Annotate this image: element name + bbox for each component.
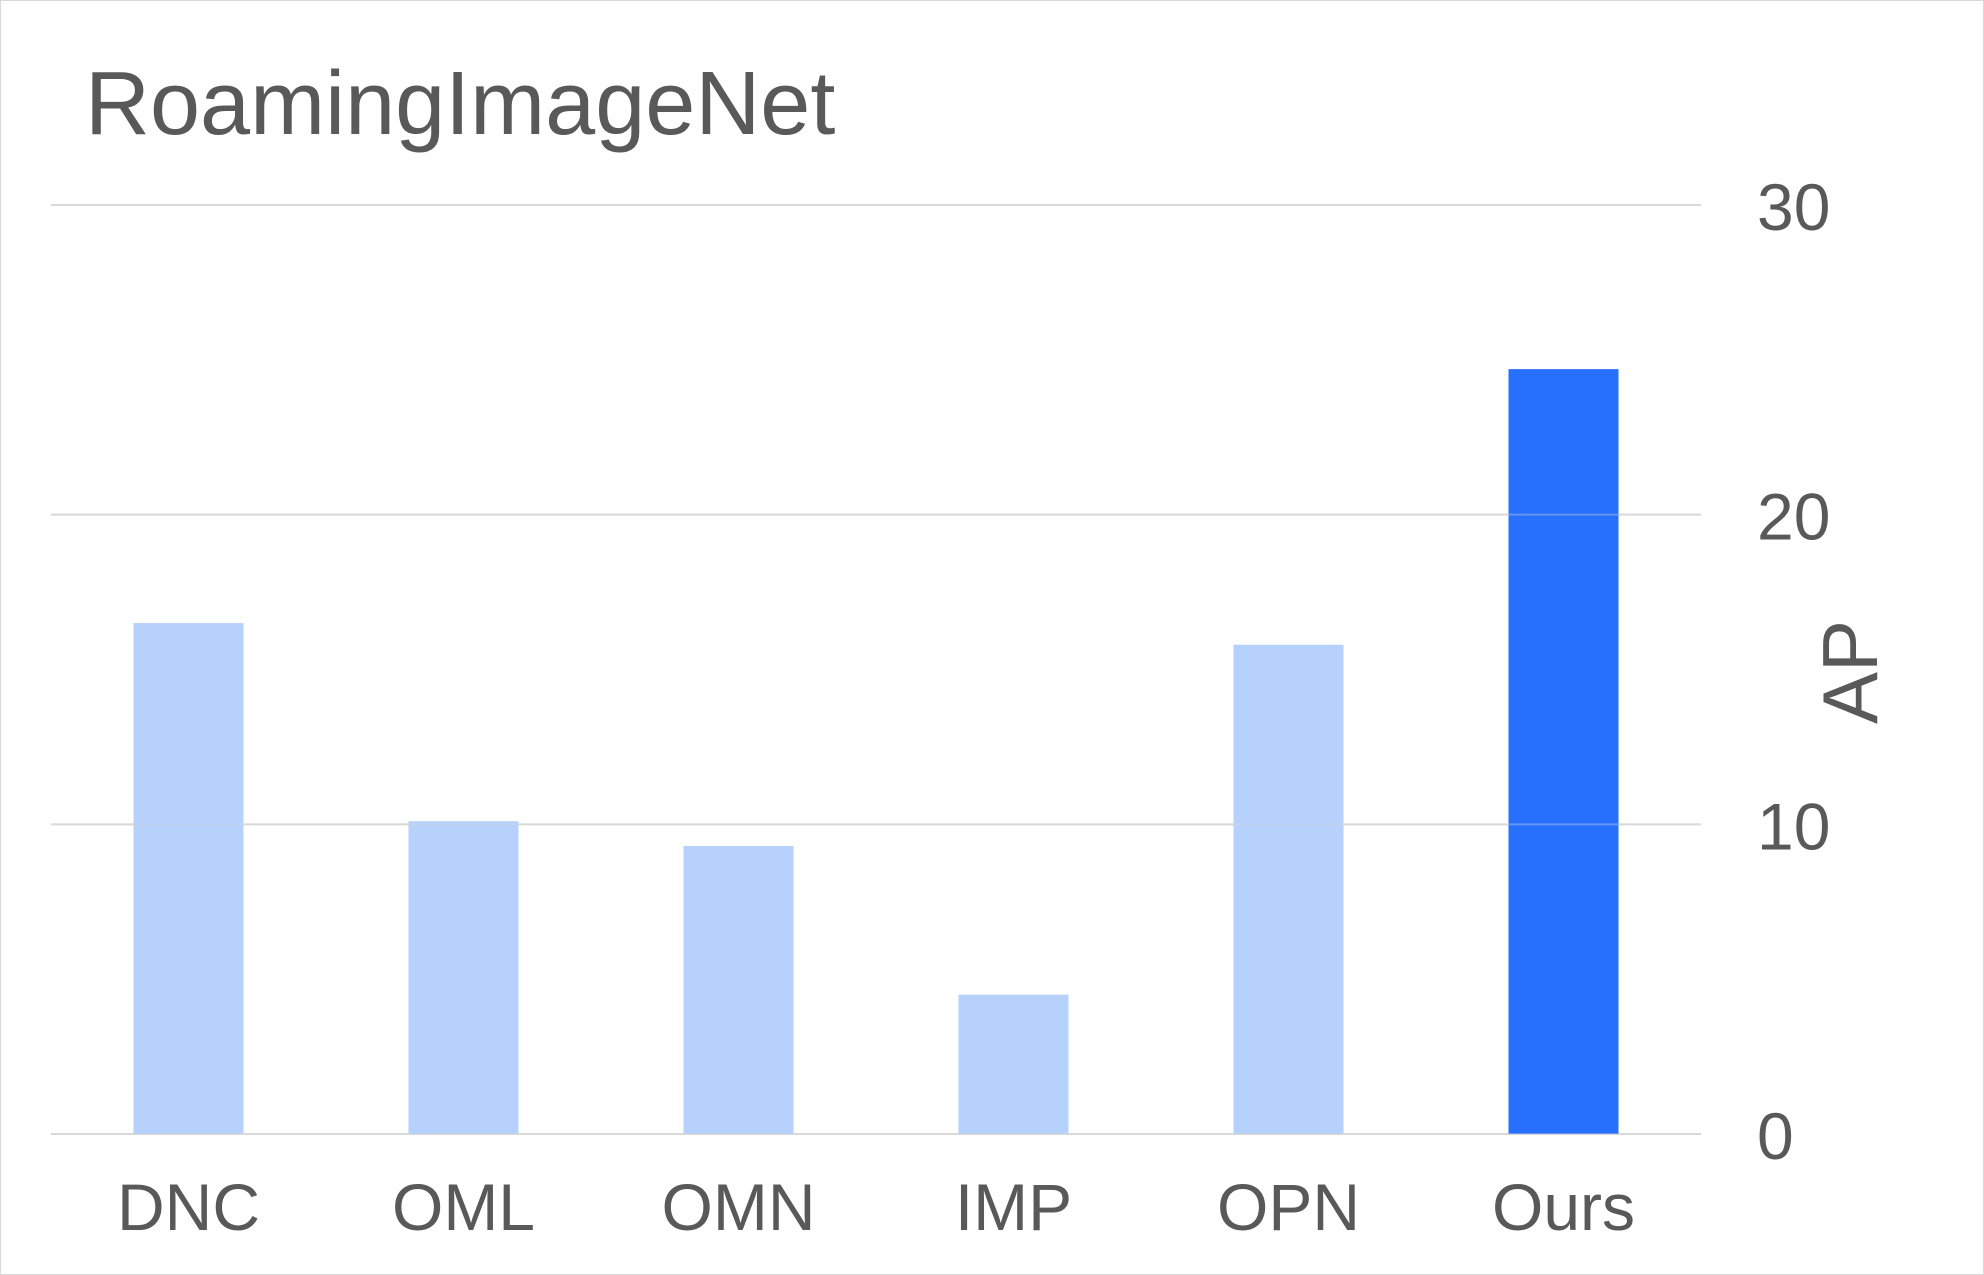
bar-ours xyxy=(1508,369,1619,1135)
x-category-label: DNC xyxy=(117,1170,260,1244)
bar-dnc xyxy=(133,623,244,1134)
x-category-labels: DNC OML OMN IMP OPN Ours xyxy=(117,1170,1635,1244)
x-category-label: OPN xyxy=(1217,1170,1360,1244)
y-tick-label: 20 xyxy=(1757,480,1830,554)
chart-title: RoamingImageNet xyxy=(85,54,836,154)
y-tick-label: 0 xyxy=(1757,1099,1794,1173)
y-axis-label: AP xyxy=(1806,620,1894,724)
x-category-label: IMP xyxy=(955,1170,1072,1244)
gridlines xyxy=(51,204,1701,1135)
bar-imp xyxy=(958,994,1069,1134)
bar-opn xyxy=(1233,644,1344,1134)
x-category-label: OML xyxy=(392,1170,535,1244)
y-tick-label: 30 xyxy=(1757,170,1830,244)
bar-oml xyxy=(408,821,519,1134)
x-category-label: Ours xyxy=(1492,1170,1635,1244)
bars xyxy=(51,204,1701,1135)
bar-omn xyxy=(683,846,794,1134)
y-tick-labels: 0 10 20 30 xyxy=(1757,170,1830,1173)
y-tick-label: 10 xyxy=(1757,789,1830,863)
x-category-label: OMN xyxy=(662,1170,816,1244)
